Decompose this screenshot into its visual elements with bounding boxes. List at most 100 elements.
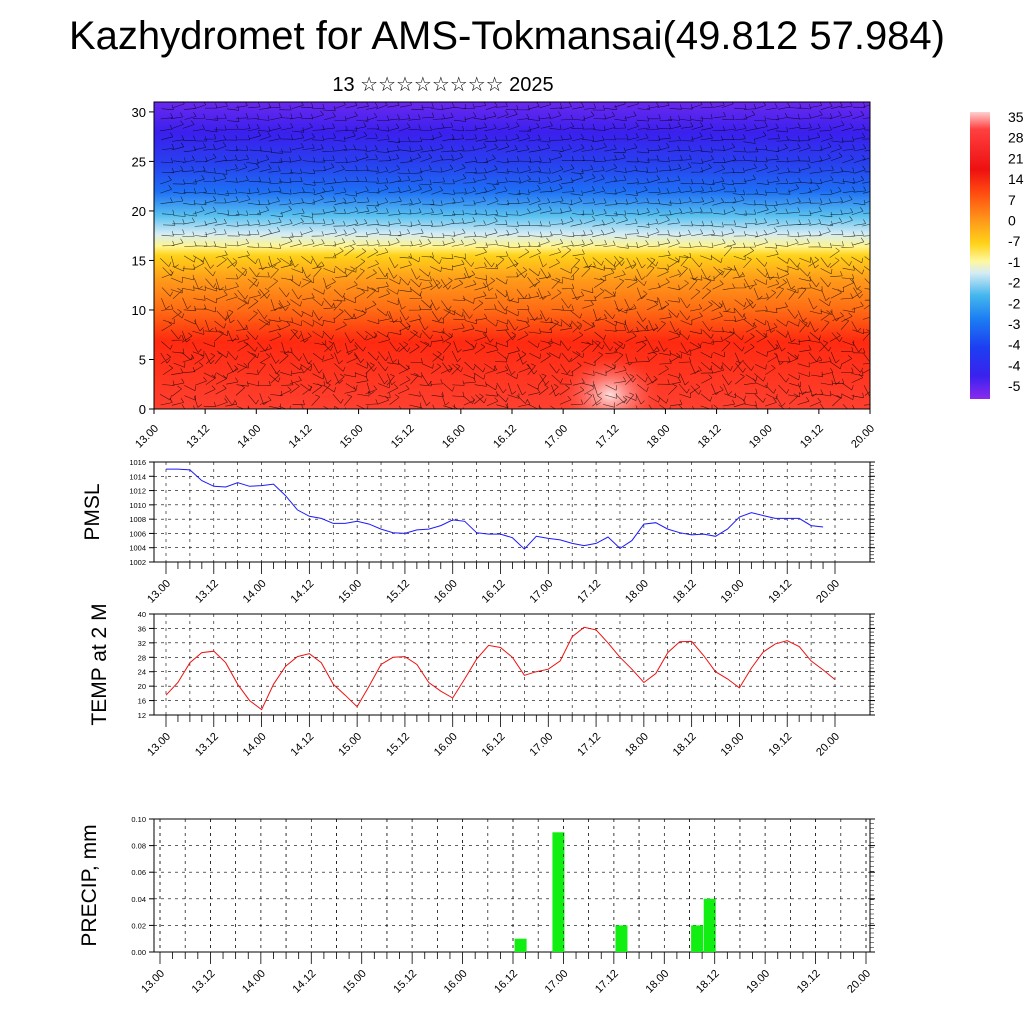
precip-x-tick-label: 13.00 — [139, 968, 167, 996]
colorbar-label: 14 — [1008, 171, 1024, 187]
pmsl-minor-ticks — [870, 461, 874, 563]
precip-x-tick-label: 20.00 — [845, 968, 873, 996]
temp-y-tick-label: 12 — [138, 711, 146, 720]
colorbar-label: -3 — [1008, 316, 1021, 332]
pmsl-x-tick-label: 17.12 — [575, 578, 603, 606]
pmsl-x-tick-label: 14.12 — [289, 578, 317, 606]
heatmap-y-tick-label: 25 — [132, 154, 146, 169]
colorbar-label: -4 — [1008, 337, 1021, 353]
temp-x-tick-label: 14.12 — [289, 731, 317, 759]
temp-x-tick-marks — [165, 715, 836, 727]
pmsl-x-tick-label: 18.00 — [623, 578, 651, 606]
pmsl-y-axis-label: PMSL — [81, 483, 104, 540]
heatmap-x-tick-label: 15.12 — [389, 423, 417, 451]
temp-y-tick-label: 36 — [138, 624, 146, 633]
pmsl-x-tick-label: 16.00 — [432, 578, 460, 606]
heatmap-y-tick-label: 20 — [132, 204, 146, 219]
pmsl-line — [166, 468, 824, 550]
precip-x-tick-label: 17.00 — [543, 968, 571, 996]
pmsl-x-tick-label: 20.00 — [814, 578, 842, 606]
precip-frame — [153, 818, 871, 953]
heatmap-y-tick-label: 15 — [132, 253, 146, 268]
heatmap-field — [154, 102, 870, 409]
colorbar-label: -7 — [1008, 233, 1021, 249]
heatmap-y-tick-label: 30 — [132, 105, 146, 120]
temp-x-tick-label: 13.12 — [193, 731, 221, 759]
temp-y-tick-label: 20 — [138, 682, 146, 691]
heatmap-x-tick-label: 19.12 — [798, 423, 826, 451]
heatmap-x-tick-label: 16.12 — [491, 423, 519, 451]
precip-x-tick-label: 16.12 — [492, 968, 520, 996]
pmsl-y-tick-label: 1004 — [129, 544, 146, 553]
pmsl-y-tick-label: 1002 — [129, 558, 146, 567]
heatmap-x-tick-label: 14.12 — [287, 423, 315, 451]
temp-x-tick-label: 15.12 — [384, 731, 412, 759]
temp-x-tick-label: 20.00 — [814, 731, 842, 759]
temp-x-tick-label: 13.00 — [145, 731, 173, 759]
pmsl-x-tick-label: 15.00 — [336, 578, 364, 606]
precip-x-tick-label: 18.00 — [643, 968, 671, 996]
temp-x-tick-label: 18.12 — [671, 731, 699, 759]
colorbar-label: 21 — [1008, 150, 1024, 166]
precip-minor-ticks — [870, 818, 874, 953]
precip-bar — [691, 925, 704, 952]
temp-y-tick-label: 16 — [138, 697, 146, 706]
heatmap-x-tick-label: 20.00 — [849, 423, 877, 451]
precip-x-tick-label: 13.12 — [190, 968, 218, 996]
temp-x-tick-label: 14.00 — [241, 731, 269, 759]
chart-title: Kazhydromet for AMS-Tokmansai(49.812 57.… — [69, 14, 945, 58]
precip-y-tick-label: 0.08 — [131, 842, 146, 851]
heatmap-y-tick-label: 5 — [139, 352, 146, 367]
pmsl-frame — [153, 461, 871, 563]
heatmap-x-tick-label: 16.00 — [440, 423, 468, 451]
precip-bar — [552, 832, 565, 952]
colorbar-label: -5 — [1008, 378, 1021, 394]
pmsl-y-tick-label: 1014 — [129, 472, 146, 481]
pmsl-grid — [154, 461, 870, 563]
precip-x-tick-label: 18.12 — [694, 968, 722, 996]
heatmap-x-tick-label: 18.00 — [645, 423, 673, 451]
colorbar-label: 35 — [1008, 109, 1024, 125]
heatmap-x-tick-label: 13.12 — [184, 423, 212, 451]
colorbar-label: -1 — [1008, 254, 1021, 270]
heatmap-y-tick-label: 10 — [132, 303, 146, 318]
temp-x-tick-label: 19.12 — [766, 731, 794, 759]
pmsl-x-tick-label: 14.00 — [241, 578, 269, 606]
pmsl-y-tick-label: 1008 — [129, 515, 146, 524]
colorbar — [970, 112, 990, 399]
temp-y-tick-label: 40 — [138, 610, 146, 619]
pmsl-x-tick-label: 18.12 — [671, 578, 699, 606]
precip-y-tick-label: 0.06 — [131, 868, 146, 877]
pmsl-x-tick-label: 16.12 — [480, 578, 508, 606]
heatmap-y-tick-label: 0 — [139, 402, 146, 417]
colorbar-label: 0 — [1008, 213, 1016, 229]
pmsl-x-tick-marks — [165, 562, 836, 574]
precip-bar — [615, 925, 628, 952]
precip-y-tick-label: 0.00 — [131, 948, 146, 957]
colorbar-label: -2 — [1008, 275, 1021, 291]
temp-x-tick-label: 17.12 — [575, 731, 603, 759]
precip-x-tick-label: 19.12 — [795, 968, 823, 996]
precip-y-tick-label: 0.10 — [131, 815, 146, 824]
heatmap-x-tick-label: 17.00 — [542, 423, 570, 451]
pmsl-x-tick-label: 17.00 — [527, 578, 555, 606]
temp-x-tick-label: 19.00 — [719, 731, 747, 759]
temp-y-tick-label: 32 — [138, 639, 146, 648]
temp-y-axis-label: TEMP at 2 M — [88, 603, 111, 725]
temp-y-tick-label: 28 — [138, 653, 146, 662]
precip-y-tick-label: 0.02 — [131, 921, 146, 930]
heatmap-hot-spot — [560, 355, 660, 409]
precip-y-tick-label: 0.04 — [131, 895, 146, 904]
pmsl-x-tick-label: 15.12 — [384, 578, 412, 606]
temp-frame — [153, 613, 871, 716]
pmsl-x-tick-label: 13.00 — [145, 578, 173, 606]
temp-line — [165, 626, 836, 711]
heatmap-x-tick-label: 19.00 — [747, 423, 775, 451]
chart-subtitle: 13 ☆☆☆☆☆☆☆☆ 2025 — [332, 74, 554, 96]
wind-barbs — [159, 102, 870, 409]
precip-x-tick-marks — [159, 952, 867, 964]
precip-y-axis-label: PRECIP, mm — [78, 824, 101, 946]
colorbar-label: 7 — [1008, 192, 1016, 208]
precip-x-tick-label: 17.12 — [593, 968, 621, 996]
